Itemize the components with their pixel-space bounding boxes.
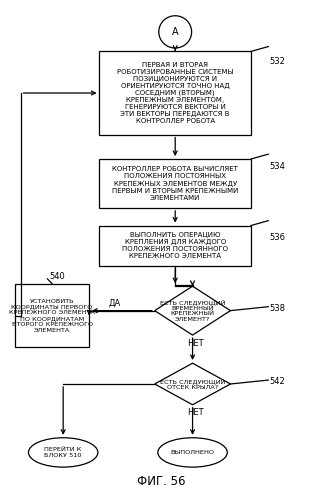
Text: ДА: ДА [109,299,121,308]
Text: ПЕРЕЙТИ К
БЛОКУ 510: ПЕРЕЙТИ К БЛОКУ 510 [44,447,82,458]
FancyBboxPatch shape [99,51,251,135]
FancyBboxPatch shape [15,284,89,347]
Text: КОНТРОЛЛЕР РОБОТА ВЫЧИСЛЯЕТ
ПОЛОЖЕНИЯ ПОСТОЯННЫХ
КРЕПЕЖНЫХ ЭЛЕМЕНТОВ МЕЖДУ
ПЕРВЫ: КОНТРОЛЛЕР РОБОТА ВЫЧИСЛЯЕТ ПОЛОЖЕНИЯ ПО… [112,167,238,201]
Text: УСТАНОВИТЬ
КООРДИНАТЫ ПЕРВОГО
КРЕПЕЖНОГО ЭЛЕМЕНТА
ПО КООРДИНАТАМ
ВТОРОГО КРЕПЕЖН: УСТАНОВИТЬ КООРДИНАТЫ ПЕРВОГО КРЕПЕЖНОГО… [9,298,95,332]
Polygon shape [155,286,231,335]
Polygon shape [155,363,231,405]
Text: НЕТ: НЕТ [187,339,204,348]
Text: ЕСТЬ СЛЕДУЮЩИЙ
ВРЕМЕННЫЙ
КРЕПЕЖНЫЙ
ЭЛЕМЕНТ?: ЕСТЬ СЛЕДУЮЩИЙ ВРЕМЕННЫЙ КРЕПЕЖНЫЙ ЭЛЕМЕ… [160,299,225,322]
Text: НЕТ: НЕТ [187,408,204,417]
Text: 536: 536 [270,233,286,242]
Text: ЕСТЬ СЛЕДУЮЩИЙ
ОТСЕК КРЫЛА?: ЕСТЬ СЛЕДУЮЩИЙ ОТСЕК КРЫЛА? [160,378,225,390]
Text: ВЫПОЛНЕНО: ВЫПОЛНЕНО [171,450,214,455]
Ellipse shape [158,438,227,467]
Text: 540: 540 [49,272,65,281]
Text: ВЫПОЛНИТЬ ОПЕРАЦИЮ
КРЕПЛЕНИЯ ДЛЯ КАЖДОГО
ПОЛОЖЕНИЯ ПОСТОЯННОГО
КРЕПЕЖНОГО ЭЛЕМЕН: ВЫПОЛНИТЬ ОПЕРАЦИЮ КРЕПЛЕНИЯ ДЛЯ КАЖДОГО… [122,232,228,259]
FancyBboxPatch shape [99,226,251,265]
Text: A: A [172,27,178,37]
Text: 542: 542 [270,377,286,386]
Text: 532: 532 [270,57,286,66]
Text: ФИГ. 56: ФИГ. 56 [137,475,185,489]
Text: 538: 538 [270,304,286,313]
FancyBboxPatch shape [99,159,251,208]
Ellipse shape [28,438,98,467]
Text: ПЕРВАЯ И ВТОРАЯ
РОБОТИЗИРОВАННЫЕ СИСТЕМЫ
ПОЗИЦИОНИРУЮТСЯ И
ОРИЕНТИРУЮТСЯ ТОЧНО Н: ПЕРВАЯ И ВТОРАЯ РОБОТИЗИРОВАННЫЕ СИСТЕМЫ… [117,61,233,124]
Text: 534: 534 [270,162,286,171]
